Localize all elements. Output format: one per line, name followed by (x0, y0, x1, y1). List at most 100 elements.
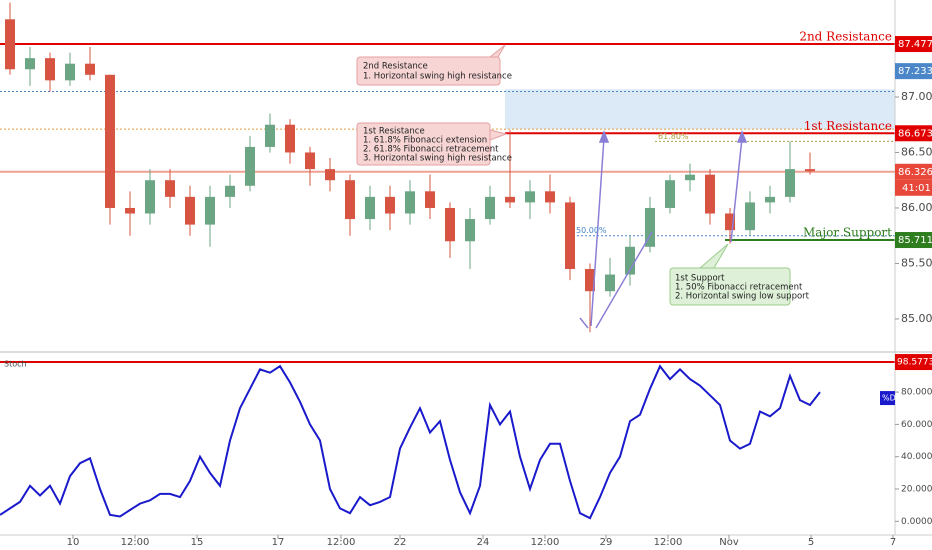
legend-box (880, 391, 895, 406)
annotation-line: 1. 61.8% Fibonacci extension (363, 136, 487, 146)
y-tick-label: 86.000 (901, 201, 932, 214)
price-marker-label: 86.673 (898, 128, 932, 139)
annotation-line: 1. 50% Fibonacci retracement (675, 283, 803, 293)
level-name: Major Support (803, 226, 892, 240)
candle-body (245, 146, 255, 186)
x-tick-label: 10 (67, 537, 80, 548)
candle-body (445, 207, 455, 242)
candle-body (525, 191, 535, 203)
x-tick-label: Nov (719, 537, 739, 548)
candle-body (285, 124, 295, 153)
annotation-box (669, 267, 791, 306)
y-tick-label: 0.0000 (901, 517, 932, 527)
candle-body (545, 191, 555, 203)
candle-body (105, 74, 115, 208)
y-tick-label: 85.000 (901, 312, 932, 325)
candle-body (385, 196, 395, 214)
y-tick-label: 60.0000 (901, 420, 932, 430)
candle-body (225, 185, 235, 197)
candle-body (125, 207, 135, 214)
candle-body (665, 180, 675, 208)
x-tick-label: 22 (394, 537, 407, 548)
candle-body (605, 274, 615, 292)
annotation-pointer (489, 129, 508, 141)
annotation-box (356, 56, 501, 86)
candle-body (365, 196, 375, 220)
candle-body (785, 169, 795, 197)
x-tick-label: 12:00 (327, 537, 356, 548)
arrow (730, 137, 743, 243)
candle-body (45, 58, 55, 81)
candle-body (325, 169, 335, 181)
y-tick-label: 87.000 (901, 90, 932, 103)
annotation: 2nd Resistance 1. Horizontal swing high … (356, 44, 512, 86)
annotation-line: 1. Horizontal swing high resistance (363, 72, 512, 82)
candle-body (265, 124, 275, 147)
annotation: 1st Resistance 1. 61.8% Fibonacci extens… (356, 122, 512, 166)
price-marker (895, 36, 932, 53)
arrows (579, 129, 748, 329)
candle-body (725, 213, 735, 231)
price-marker-label: 85.711 (898, 235, 932, 246)
candle-body (585, 268, 595, 292)
candle-body (425, 191, 435, 208)
annotation-title: 1st Support (675, 274, 725, 284)
price-marker (895, 163, 932, 180)
level-name: 1st Resistance (804, 119, 892, 133)
annotation-line: 2. 61.8% Fibonacci retracement (363, 145, 499, 155)
y-tick-label: 20.0000 (901, 485, 932, 495)
annotation-title: 1st Resistance (363, 127, 425, 137)
candle-body (145, 180, 155, 214)
candle-body (65, 63, 75, 81)
price-marker-label: 86.326 (898, 167, 932, 178)
candle-body (745, 202, 755, 231)
arrowhead (736, 129, 748, 143)
level-marker-label: 98.5773 (897, 358, 932, 368)
price-marker (895, 63, 932, 80)
candle-body (165, 180, 175, 197)
price-marker-label: 87.233 (898, 66, 932, 77)
candle-body (685, 174, 695, 181)
candle-body (25, 58, 35, 70)
annotation-line: 3. Horizontal swing high resistance (363, 154, 512, 164)
annotation-pointer (488, 44, 506, 58)
zone (505, 89, 895, 130)
candle-body (405, 191, 415, 214)
level-label: 50.00% (576, 226, 607, 235)
level-label: 61.80% (658, 132, 689, 141)
x-tick-label: 29 (600, 537, 613, 548)
x-tick-label: 12:00 (531, 537, 560, 548)
candle-body (185, 196, 195, 225)
candle-body (565, 202, 575, 269)
x-tick-label: 15 (191, 537, 204, 548)
indicator-title: Stoch (4, 360, 27, 369)
candle-body (485, 196, 495, 220)
candle-body (345, 180, 355, 220)
level-marker (895, 354, 932, 371)
annotation-box (356, 122, 491, 166)
price-marker (895, 125, 932, 142)
annotation-title: 2nd Resistance (363, 62, 428, 72)
x-tick-label: 12:00 (121, 537, 150, 548)
top-layer: 85.000 85.500 86.000 86.500 87.000 10 12:00 15 1… (67, 30, 932, 548)
x-tick-label: 24 (477, 537, 490, 548)
marks-layer (0, 2, 821, 520)
candle-body (465, 219, 475, 242)
candle-body (705, 174, 715, 214)
price-marker-label: 87.477 (898, 39, 932, 50)
annotation: 1st Support 1. 50% Fibonacci retracement… (669, 243, 810, 306)
candle-body (765, 196, 775, 203)
level-name: 2nd Resistance (799, 30, 892, 44)
candle-body (5, 19, 15, 70)
x-tick-label: 7 (890, 537, 896, 548)
x-tick-label: 12:00 (654, 537, 683, 548)
y-tick-label: 40.0000 (901, 452, 932, 462)
candle-body (645, 207, 655, 247)
arrowhead (598, 129, 610, 143)
candle-body (85, 63, 95, 75)
countdown: 41:01 (902, 183, 931, 194)
y-tick-label: 86.500 (901, 145, 932, 158)
candle-body (305, 152, 315, 170)
price-marker (895, 232, 932, 249)
